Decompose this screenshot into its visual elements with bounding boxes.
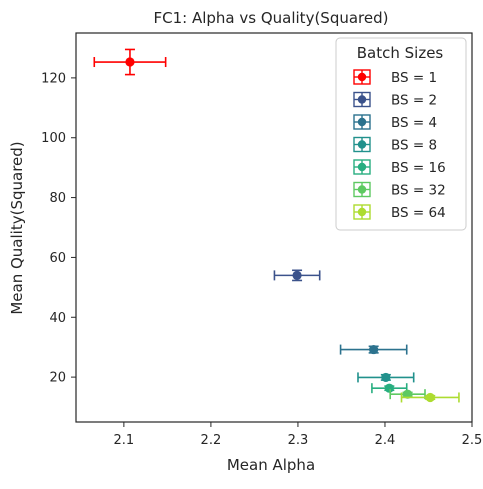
legend-box (335, 37, 467, 231)
series-point-group (400, 392, 460, 403)
legend-item: BS = 4 (353, 114, 437, 131)
legend-marker-point (357, 207, 367, 217)
x-tick-label: 2.3 (288, 433, 309, 448)
series-point-group (93, 48, 167, 76)
legend-item: BS = 64 (353, 204, 446, 221)
x-tick-label: 2.4 (375, 433, 396, 448)
legend-item: BS = 8 (353, 136, 437, 154)
y-tick-label: 80 (49, 191, 66, 206)
series-point-group (273, 269, 321, 282)
legend-label: BS = 2 (391, 93, 437, 109)
y-tick-label: 120 (41, 71, 66, 86)
x-tick-label: 2.1 (114, 433, 135, 448)
y-axis-label: Mean Quality(Squared) (8, 141, 26, 314)
chart-title: FC1: Alpha vs Quality(Squared) (154, 9, 389, 27)
legend: Batch Sizes BS = 1BS = 2BS = 4BS = 8BS =… (335, 37, 467, 231)
x-axis: 2.1 2.2 2.3 2.4 2.5 (114, 422, 483, 448)
y-tick-label: 20 (49, 371, 66, 386)
legend-item: BS = 32 (353, 181, 446, 199)
legend-title: Batch Sizes (357, 44, 444, 62)
legend-item: BS = 2 (353, 91, 437, 109)
y-axis: 20 40 60 80 100 120 (41, 71, 76, 386)
legend-marker-point (357, 117, 367, 127)
legend-item: BS = 16 (353, 159, 446, 176)
legend-item: BS = 1 (353, 69, 437, 86)
plot-frame (75, 32, 473, 423)
data-point (381, 372, 391, 383)
legend-items: BS = 1 BS = 2 BS = 4 BS = 8 BS = 16 BS = 32 BS… (353, 69, 446, 221)
legend-label: BS = 4 (391, 115, 437, 131)
legend-label: BS = 64 (391, 205, 446, 221)
data-point (292, 270, 302, 280)
legend-marker-point (357, 140, 367, 149)
legend-marker-point (357, 185, 367, 194)
series-point-group (339, 344, 408, 355)
y-tick-label: 60 (49, 251, 66, 266)
x-tick-label: 2.5 (462, 433, 483, 448)
x-axis-label: Mean Alpha (227, 456, 315, 474)
data-marks (93, 48, 460, 403)
data-point (425, 392, 435, 403)
y-tick-label: 40 (49, 311, 66, 326)
series-point-group (357, 372, 415, 383)
legend-label: BS = 1 (391, 70, 437, 86)
x-tick-label: 2.2 (201, 433, 222, 448)
data-point (384, 383, 394, 393)
legend-marker-point (357, 72, 367, 82)
legend-label: BS = 8 (391, 138, 437, 154)
data-point (402, 389, 413, 399)
data-point (369, 344, 379, 355)
y-tick-label: 100 (41, 131, 66, 146)
legend-label: BS = 32 (391, 183, 446, 199)
legend-marker-point (357, 95, 367, 104)
legend-marker-point (357, 162, 367, 172)
data-point (125, 57, 135, 67)
legend-label: BS = 16 (391, 160, 446, 176)
series-point-group (371, 383, 408, 394)
